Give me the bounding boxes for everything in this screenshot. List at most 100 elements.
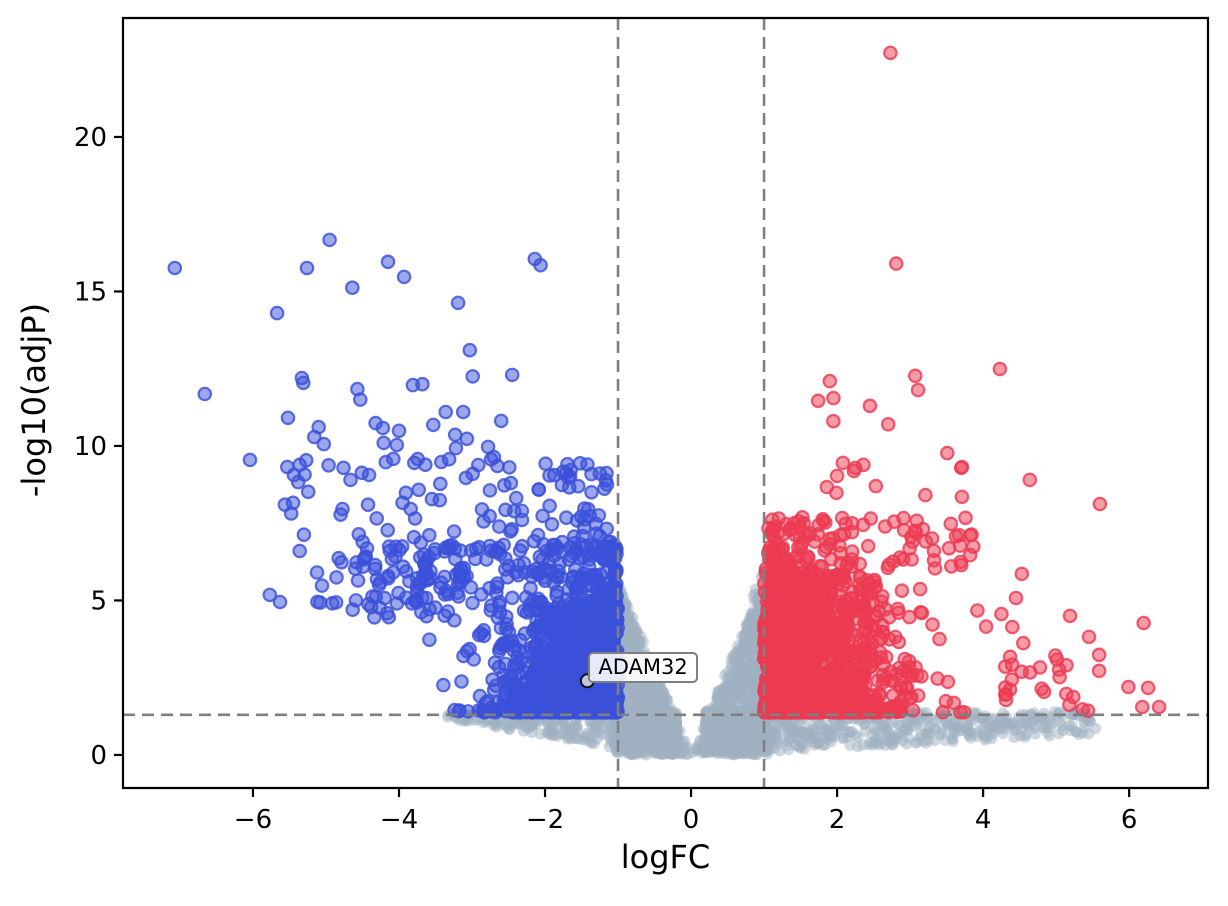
data-point [626,695,638,708]
data-point [496,477,512,493]
data-point [749,717,761,729]
data-point [997,727,1009,740]
data-point [343,472,358,488]
data-point [483,598,499,613]
data-point [456,648,471,664]
data-point [608,563,623,578]
data-point [498,609,514,624]
data-point [892,718,904,730]
down-points [167,232,626,720]
data-point [728,693,740,705]
data-point [498,637,514,653]
data-point [380,570,396,586]
data-point [438,404,453,420]
data-point [504,521,519,537]
data-point [312,595,328,610]
data-point [471,627,487,643]
data-point [378,454,394,470]
data-point [711,719,723,731]
data-point [1084,715,1097,727]
data-point [446,524,462,539]
data-point [389,437,405,453]
data-point [497,674,512,690]
data-point [635,630,647,643]
data-point [455,404,471,420]
data-point [534,640,550,655]
data-point [858,718,870,731]
data-point [482,508,497,524]
data-point [544,516,560,532]
data-point [542,468,557,483]
data-point [798,743,811,755]
data-point [623,613,635,625]
data-point [511,680,527,695]
data-point [825,731,837,743]
data-point [316,436,332,452]
data-point [511,557,526,573]
data-point [1070,726,1082,738]
up-points [756,45,1167,720]
data-point [713,685,725,698]
data-point [562,469,578,484]
data-point [412,549,428,565]
data-point [572,455,588,471]
data-point [504,590,520,606]
data-point [624,625,637,638]
data-point [559,592,575,607]
data-point [433,454,449,470]
data-point [1029,728,1041,740]
data-point [533,625,549,640]
data-point [450,295,466,311]
data-point [749,595,761,607]
data-point [486,449,502,465]
data-point [741,738,753,750]
data-point [599,540,615,556]
data-point [421,527,437,543]
data-point [771,734,783,747]
data-point [807,729,819,742]
data-point [744,634,756,646]
data-point [290,474,306,490]
data-point [465,466,480,482]
data-point [727,650,739,662]
data-point [518,644,534,660]
data-point [530,591,546,607]
data-point [700,737,712,749]
data-point [925,617,940,632]
data-point [344,280,360,295]
data-point [441,541,457,556]
data-point [497,690,513,706]
data-point [870,736,882,748]
data-point [1052,707,1064,720]
data-point [523,677,539,693]
data-point [531,482,547,497]
data-point [350,573,366,588]
data-point [968,707,980,719]
data-point [514,512,530,528]
data-point [167,260,183,276]
data-point [547,691,563,706]
data-point [436,677,451,693]
data-point [549,568,565,584]
data-point [391,585,406,601]
data-point [572,629,587,645]
data-point [961,722,973,734]
data-point [565,569,581,585]
data-point [440,604,456,619]
data-point [857,739,869,751]
data-point [1041,727,1053,739]
data-point [422,632,437,647]
data-point [295,375,311,391]
data-point [296,527,312,542]
data-point [581,704,596,720]
data-point [352,392,368,407]
data-point [632,736,644,748]
data-point [656,748,668,760]
data-point [643,725,655,737]
data-point [557,636,572,651]
data-point [718,738,730,750]
data-point [599,465,614,481]
data-point [635,687,648,700]
data-point [589,526,604,541]
